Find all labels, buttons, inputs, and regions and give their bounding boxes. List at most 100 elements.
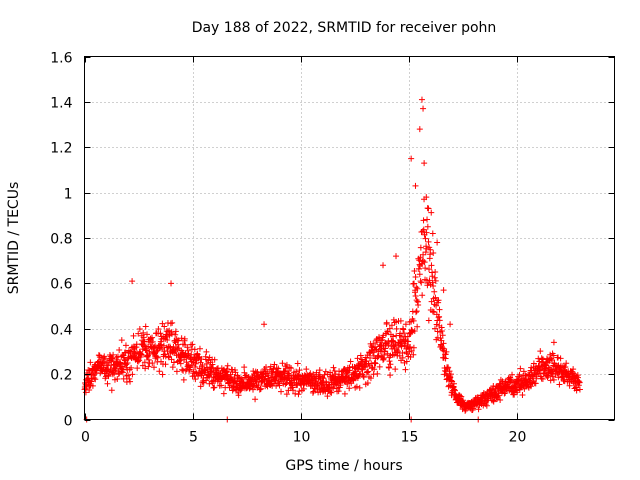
data-point [497, 397, 504, 404]
data-point [199, 362, 206, 369]
data-point [384, 328, 391, 335]
data-point [192, 360, 199, 367]
axis-ticks: 0 5 10 15 20 0 0.2 0.4 0.6 0.8 1 1.2 1.4 1.6 [50, 51, 615, 446]
data-point [371, 359, 378, 366]
x-tick-label-2: 10 [293, 430, 311, 446]
data-point [270, 366, 277, 373]
data-point [405, 338, 412, 345]
data-point [172, 331, 179, 338]
data-point [92, 376, 99, 383]
data-point [387, 372, 394, 379]
data-point [224, 365, 231, 372]
data-point [443, 348, 450, 355]
data-point [527, 383, 534, 390]
data-point [451, 386, 458, 393]
data-point [539, 375, 546, 382]
data-point [537, 348, 544, 355]
data-point [337, 382, 344, 389]
data-point [439, 345, 446, 352]
data-point [172, 328, 179, 335]
data-point [410, 317, 417, 324]
data-point [411, 267, 418, 274]
data-point [403, 358, 410, 365]
data-point [179, 366, 186, 373]
data-point [114, 376, 121, 383]
data-point [549, 356, 556, 363]
data-point [387, 361, 394, 368]
data-point [237, 387, 244, 394]
data-point [317, 389, 324, 396]
data-point [402, 366, 409, 373]
data-point [286, 364, 293, 371]
data-point [429, 230, 436, 237]
data-point [424, 216, 431, 223]
data-point [149, 360, 156, 367]
data-point [374, 370, 381, 377]
y-tick-label-5: 1 [64, 187, 73, 203]
data-point [414, 323, 421, 330]
data-point [161, 323, 168, 330]
data-point [129, 278, 136, 285]
data-point [420, 217, 427, 224]
data-point [447, 371, 454, 378]
data-point [428, 262, 435, 269]
data-point [257, 385, 264, 392]
data-point [169, 319, 176, 326]
data-point [155, 326, 162, 333]
data-point [394, 348, 401, 355]
data-point [170, 359, 177, 366]
data-point [416, 271, 423, 278]
data-point [576, 379, 583, 386]
data-point [420, 226, 427, 233]
data-point [440, 340, 447, 347]
data-point [293, 368, 300, 375]
data-point [397, 317, 404, 324]
data-point [408, 155, 415, 162]
data-point [142, 323, 149, 330]
data-point [256, 386, 263, 393]
data-point [275, 365, 282, 372]
data-point [517, 365, 524, 372]
data-point [211, 356, 218, 363]
grid-lines [84, 56, 615, 420]
data-point [327, 389, 334, 396]
data-point [401, 330, 408, 337]
data-point [203, 360, 210, 367]
data-point [123, 361, 130, 368]
data-point [427, 246, 434, 253]
data-point [413, 308, 420, 315]
data-point [574, 374, 581, 381]
data-point [220, 390, 227, 397]
data-point [159, 371, 166, 378]
data-point [192, 364, 199, 371]
data-point [109, 355, 116, 362]
data-point [82, 389, 89, 396]
data-point [109, 371, 116, 378]
data-point [430, 249, 437, 256]
data-point [439, 332, 446, 339]
data-point [432, 268, 439, 275]
data-point [445, 364, 452, 371]
data-point [386, 364, 393, 371]
data-point [118, 337, 125, 344]
data-point [423, 194, 430, 201]
data-point [420, 257, 427, 264]
data-point [328, 389, 335, 396]
data-point [441, 371, 448, 378]
data-point [354, 355, 361, 362]
data-point [203, 377, 210, 384]
data-point [566, 382, 573, 389]
data-point [380, 262, 387, 269]
data-point [120, 375, 127, 382]
data-point [164, 337, 171, 344]
x-tick-label-3: 15 [401, 430, 419, 446]
data-point [386, 358, 393, 365]
data-point [335, 388, 342, 395]
data-point [136, 325, 143, 332]
y-tick-label-8: 1.6 [50, 51, 72, 67]
data-point [392, 341, 399, 348]
data-point [375, 353, 382, 360]
data-point [419, 292, 426, 299]
data-point [436, 313, 443, 320]
data-point [324, 393, 331, 400]
